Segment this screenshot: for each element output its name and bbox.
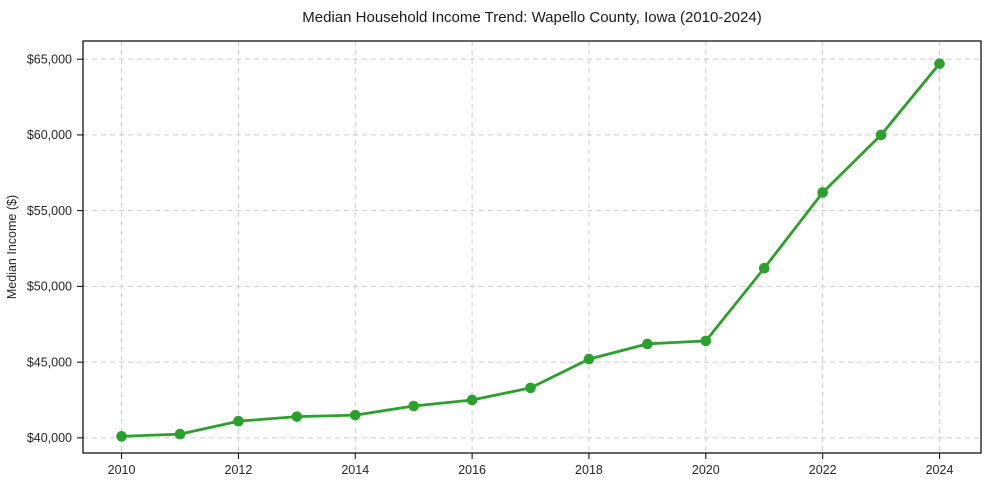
- data-point-2011: [174, 428, 186, 440]
- x-tick-label: 2012: [225, 463, 253, 477]
- data-point-2021: [758, 262, 770, 274]
- x-tick-label: 2020: [692, 463, 720, 477]
- data-point-2019: [642, 338, 653, 350]
- x-tick-label: 2022: [809, 463, 837, 477]
- x-tick-label: 2014: [341, 463, 369, 477]
- chart-title: Median Household Income Trend: Wapello C…: [302, 9, 761, 26]
- y-tick-label: $60,000: [27, 128, 72, 142]
- data-point-2020: [700, 335, 712, 347]
- y-tick-label: $55,000: [27, 204, 72, 218]
- y-axis-label: Median Income ($): [5, 195, 19, 299]
- data-point-2013: [291, 411, 303, 422]
- data-point-2022: [817, 187, 828, 198]
- data-point-2016: [466, 394, 478, 406]
- y-tick-label: $40,000: [27, 431, 72, 445]
- x-tick-label: 2018: [575, 463, 603, 477]
- axes-layer: $40,000 $45,000 $50,000 $55,000 $60,000 $65,0…: [27, 40, 982, 477]
- plot-border: [82, 40, 982, 454]
- y-tick-label: $45,000: [27, 355, 72, 369]
- data-point-2012: [233, 415, 244, 427]
- data-point-2023: [875, 129, 887, 141]
- trend-line: [120, 62, 941, 438]
- gridlines-layer: [83, 41, 981, 453]
- data-point-2014: [349, 409, 361, 421]
- y-tick-label: $50,000: [27, 280, 72, 294]
- data-point-2018: [583, 353, 595, 365]
- x-tick-label: 2016: [458, 463, 486, 477]
- x-tick-label: 2010: [108, 463, 136, 477]
- data-point-2015: [408, 400, 419, 412]
- data-point-2010: [116, 431, 127, 442]
- x-tick-label: 2024: [926, 463, 954, 477]
- y-tick-label: $65,000: [27, 52, 72, 66]
- data-point-2017: [525, 382, 536, 394]
- data-point-2024: [934, 58, 945, 70]
- series-layer: [116, 58, 945, 442]
